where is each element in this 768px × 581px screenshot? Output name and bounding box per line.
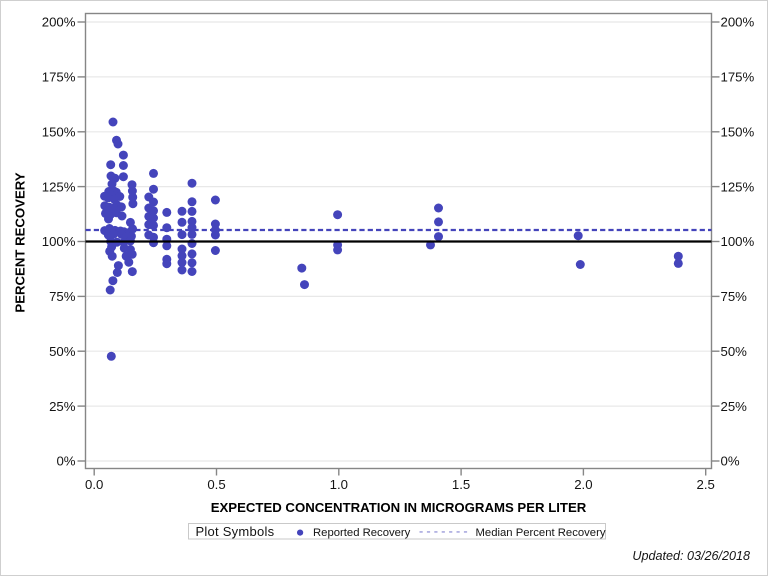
svg-text:Updated: 03/26/2018: Updated: 03/26/2018: [632, 549, 750, 563]
svg-text:2.5: 2.5: [697, 477, 715, 492]
svg-text:175%: 175%: [42, 70, 76, 85]
svg-text:75%: 75%: [49, 289, 76, 304]
svg-text:100%: 100%: [42, 234, 76, 249]
svg-text:50%: 50%: [49, 344, 76, 359]
svg-text:25%: 25%: [49, 399, 76, 414]
svg-text:0.0: 0.0: [85, 477, 103, 492]
svg-text:50%: 50%: [721, 344, 748, 359]
svg-text:200%: 200%: [42, 15, 76, 30]
svg-text:175%: 175%: [721, 70, 755, 85]
svg-text:0%: 0%: [721, 454, 740, 469]
svg-text:200%: 200%: [721, 15, 755, 30]
svg-text:25%: 25%: [721, 399, 748, 414]
svg-text:125%: 125%: [42, 179, 76, 194]
svg-text:2.0: 2.0: [574, 477, 592, 492]
svg-text:Reported Recovery: Reported Recovery: [313, 527, 411, 539]
svg-text:PERCENT RECOVERY: PERCENT RECOVERY: [13, 172, 28, 312]
svg-text:75%: 75%: [721, 289, 748, 304]
svg-text:0.5: 0.5: [207, 477, 225, 492]
svg-text:0%: 0%: [56, 454, 75, 469]
svg-text:100%: 100%: [721, 234, 755, 249]
svg-text:1.0: 1.0: [330, 477, 348, 492]
svg-text:1.5: 1.5: [452, 477, 470, 492]
svg-text:Median Percent Recovery: Median Percent Recovery: [476, 527, 606, 539]
svg-text:150%: 150%: [42, 124, 76, 139]
svg-text:Plot Symbols: Plot Symbols: [196, 524, 275, 539]
svg-text:EXPECTED CONCENTRATION IN MICR: EXPECTED CONCENTRATION IN MICROGRAMS PER…: [211, 500, 587, 515]
svg-text:125%: 125%: [721, 179, 755, 194]
svg-text:150%: 150%: [721, 124, 755, 139]
